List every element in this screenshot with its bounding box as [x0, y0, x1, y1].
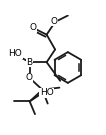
Text: O: O — [25, 73, 32, 82]
Text: O: O — [51, 17, 58, 26]
Text: B: B — [27, 58, 33, 67]
Text: O: O — [30, 23, 37, 32]
Text: HO: HO — [8, 49, 22, 58]
Text: HO: HO — [40, 88, 54, 97]
